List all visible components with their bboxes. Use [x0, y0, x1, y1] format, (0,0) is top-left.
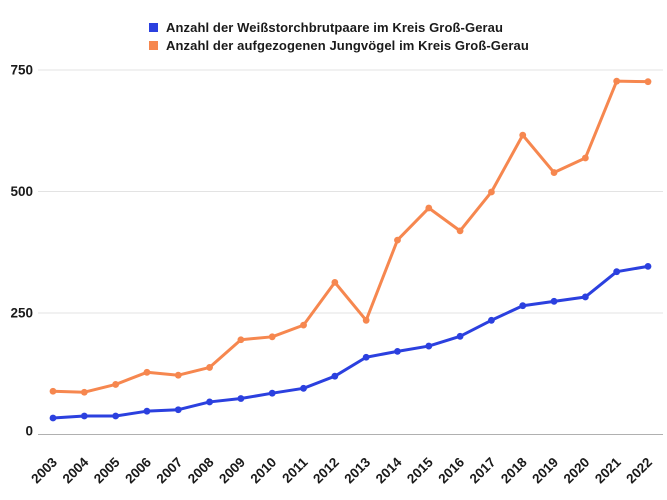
data-point-series0-2017	[488, 316, 495, 324]
legend-item-brutpaare: Anzahl der Weißstorchbrutpaare im Kreis …	[149, 19, 529, 35]
data-point-series1-2018	[519, 131, 527, 139]
data-point-series1-2016	[456, 227, 464, 235]
data-point-series0-2022	[644, 262, 652, 270]
data-point-series1-2006	[143, 368, 151, 376]
data-point-series0-2021	[613, 268, 621, 276]
x-axis-tick-label: 2016	[435, 454, 467, 486]
data-point-series1-2017	[488, 188, 495, 196]
x-axis-tick-label: 2008	[185, 454, 217, 486]
x-axis-tick-label: 2020	[561, 455, 593, 487]
y-axis-tick-label: 0	[25, 424, 33, 439]
x-axis-tick-label: 2019	[529, 455, 561, 487]
data-point-series1-2003	[49, 387, 57, 395]
x-axis-tick-label: 2021	[592, 454, 624, 486]
legend-label-jungvoegel: Anzahl der aufgezogenen Jungvögel im Kre…	[166, 37, 529, 53]
data-point-series0-2007	[174, 406, 182, 414]
x-axis-tick-label: 2007	[154, 455, 186, 487]
y-axis-tick-label: 500	[10, 184, 33, 199]
series-line-1	[51, 79, 650, 394]
data-point-series1-2013	[362, 316, 370, 324]
data-point-series1-2020	[581, 154, 589, 162]
x-axis-tick-label: 2005	[91, 454, 123, 486]
x-axis-tick-label: 2018	[498, 454, 530, 486]
data-point-series0-2020	[581, 293, 589, 301]
data-point-series1-2014	[394, 236, 401, 244]
data-point-series1-2012	[331, 278, 339, 286]
data-point-series1-2022	[644, 78, 652, 86]
data-point-series0-2019	[550, 297, 558, 305]
x-axis-tick-label: 2014	[373, 454, 405, 486]
legend-label-brutpaare: Anzahl der Weißstorchbrutpaare im Kreis …	[166, 19, 504, 35]
x-axis-tick-label: 2011	[279, 454, 311, 486]
data-point-series0-2008	[206, 398, 213, 406]
data-point-series0-2013	[362, 353, 370, 361]
data-point-series1-2008	[206, 364, 213, 371]
data-point-series1-2004	[80, 388, 88, 396]
data-point-series0-2003	[49, 414, 57, 422]
data-point-series1-2010	[268, 333, 276, 341]
data-point-series0-2015	[425, 342, 433, 350]
x-axis-tick-label: 2012	[310, 455, 342, 487]
legend-item-jungvoegel: Anzahl der aufgezogenen Jungvögel im Kre…	[149, 37, 529, 53]
data-point-series1-2015	[425, 204, 433, 212]
legend-swatch-jungvoegel	[149, 40, 158, 50]
data-point-series0-2004	[80, 412, 88, 420]
data-point-series1-2007	[174, 371, 182, 379]
series-line-0	[51, 264, 650, 420]
legend-swatch-brutpaare	[149, 22, 158, 32]
data-point-series1-2011	[300, 321, 307, 329]
data-point-series0-2005	[112, 412, 120, 420]
data-point-series1-2021	[613, 77, 621, 85]
data-point-series0-2009	[237, 395, 245, 402]
y-axis-tick-label: 750	[10, 63, 33, 78]
data-point-series1-2019	[550, 169, 558, 176]
data-point-series0-2006	[143, 407, 151, 415]
data-point-series0-2011	[300, 384, 307, 392]
data-point-series0-2014	[394, 347, 401, 355]
x-axis-tick-label: 2017	[467, 455, 499, 487]
x-axis-tick-label: 2013	[341, 454, 373, 486]
x-axis-tick-label: 2015	[404, 454, 436, 486]
x-axis-tick-label: 2006	[122, 454, 154, 486]
y-axis-tick-label: 250	[10, 306, 33, 321]
data-point-series1-2009	[237, 336, 245, 344]
x-axis-tick-label: 2022	[623, 455, 655, 487]
data-point-series0-2010	[268, 389, 276, 397]
data-point-series0-2016	[456, 332, 464, 340]
data-point-series0-2018	[519, 302, 527, 310]
x-axis-tick-label: 2010	[247, 455, 279, 487]
x-axis-tick-label: 2004	[60, 454, 92, 486]
data-point-series1-2005	[112, 381, 120, 388]
x-axis-tick-label: 2003	[28, 454, 60, 486]
chart-legend: Anzahl der Weißstorchbrutpaare im Kreis …	[149, 19, 529, 53]
data-point-series0-2012	[331, 372, 339, 380]
x-axis-tick-label: 2009	[216, 455, 248, 487]
